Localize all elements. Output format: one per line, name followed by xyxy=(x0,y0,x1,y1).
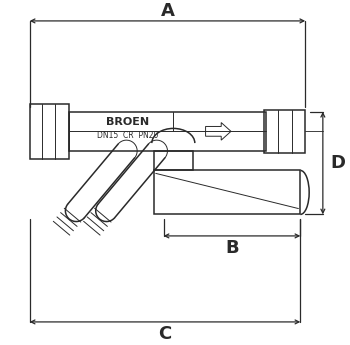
Bar xyxy=(69,112,266,151)
Text: B: B xyxy=(225,239,239,257)
Text: D: D xyxy=(331,154,346,172)
Bar xyxy=(154,151,193,170)
Text: BROEN: BROEN xyxy=(106,117,149,127)
Text: DN15  CR  PN20: DN15 CR PN20 xyxy=(97,131,158,140)
Polygon shape xyxy=(205,122,231,140)
Bar xyxy=(154,170,300,215)
Bar xyxy=(30,104,69,159)
Text: C: C xyxy=(159,325,172,343)
Text: A: A xyxy=(161,2,174,20)
Bar xyxy=(264,110,305,153)
